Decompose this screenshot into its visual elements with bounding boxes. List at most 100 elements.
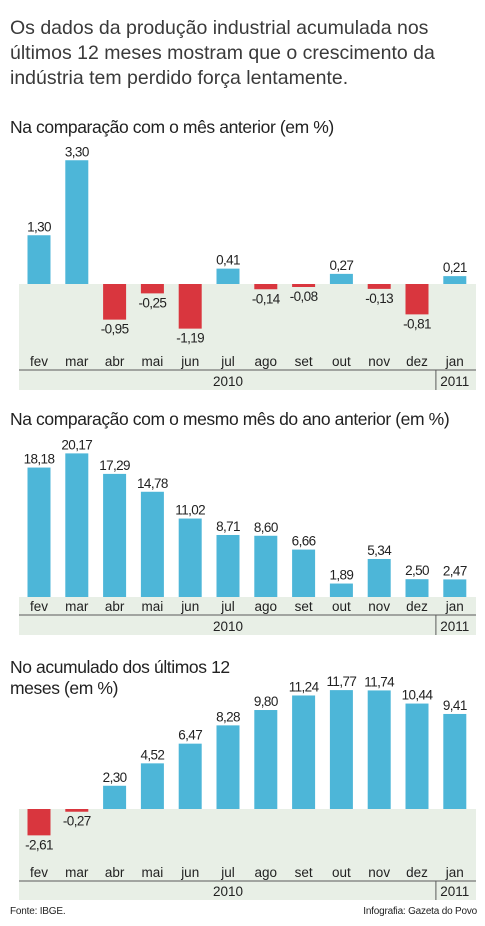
c1-bar-jun xyxy=(178,284,202,329)
c3-bar-set xyxy=(292,695,316,809)
c3-category-label: fev xyxy=(30,865,48,880)
c1-value-label: 3,30 xyxy=(65,144,89,159)
c3-bar-nov xyxy=(367,690,391,809)
c2-bar-jun xyxy=(178,518,202,597)
c3-bar-jan xyxy=(443,713,467,809)
c3-bar-abr xyxy=(103,785,127,809)
credit-note: Infografia: Gazeta do Povo xyxy=(363,906,477,917)
c2-value-label: 17,29 xyxy=(99,458,130,473)
c3-value-label: 9,41 xyxy=(443,698,467,713)
c3-category-label: mai xyxy=(142,865,164,880)
c3-value-label: 4,52 xyxy=(140,747,164,762)
c2-category-label: jul xyxy=(220,599,235,614)
c1-year-label: 2011 xyxy=(440,374,469,389)
c1-category-label: set xyxy=(295,354,313,369)
c1-bar-out xyxy=(329,273,353,284)
c1-value-label: -1,19 xyxy=(176,331,204,346)
c1-value-label: 0,41 xyxy=(216,253,240,268)
c3-value-label: 6,47 xyxy=(178,728,202,743)
c3-category-label: jun xyxy=(180,865,199,880)
source-note: Fonte: IBGE. xyxy=(10,906,66,917)
c3-value-label: 11,74 xyxy=(364,674,395,689)
c2-category-label: nov xyxy=(368,599,390,614)
c2-category-label: dez xyxy=(406,599,428,614)
c3-bar-fev xyxy=(27,809,51,836)
c1-value-label: -0,13 xyxy=(365,291,393,306)
c2-value-label: 8,71 xyxy=(216,519,240,534)
c1-band xyxy=(19,284,476,390)
c1-bar-jan xyxy=(443,276,467,284)
c3-value-label: 11,77 xyxy=(327,674,357,689)
c2-value-label: 14,78 xyxy=(137,476,168,491)
c2-year-label: 2011 xyxy=(440,619,469,634)
c2-bar-abr xyxy=(103,473,127,597)
c3-value-label: 8,28 xyxy=(216,709,240,724)
c2-category-label: fev xyxy=(30,599,48,614)
c3-bar-mai xyxy=(140,763,164,809)
c1-category-label: mai xyxy=(142,354,164,369)
c2-value-label: 6,66 xyxy=(292,534,316,549)
c2-bar-ago xyxy=(254,535,278,597)
c1-bar-mar xyxy=(65,160,89,284)
c2-bar-dez xyxy=(405,579,429,597)
c2-category-label: jun xyxy=(180,599,199,614)
c2-bar-nov xyxy=(367,558,391,597)
c2-value-label: 18,18 xyxy=(24,452,55,467)
c3-value-label: -0,27 xyxy=(63,814,91,829)
c2-bar-mar xyxy=(65,453,89,597)
c1-category-label: jul xyxy=(220,354,235,369)
chart1-title: Na comparação com o mês anterior (em %) xyxy=(10,117,334,137)
c1-bar-mai xyxy=(140,284,164,294)
c2-bar-jul xyxy=(216,534,240,597)
c1-value-label: 0,21 xyxy=(443,260,467,275)
c1-category-label: abr xyxy=(105,354,125,369)
c3-value-label: 11,24 xyxy=(289,679,320,694)
c2-bar-set xyxy=(292,549,316,597)
c3-bar-out xyxy=(329,690,353,809)
c3-value-label: 2,30 xyxy=(103,770,127,785)
c3-band xyxy=(19,809,476,900)
c3-bar-dez xyxy=(405,703,429,809)
c2-value-label: 8,60 xyxy=(254,520,278,535)
c3-bar-mar xyxy=(65,809,89,812)
c1-value-label: 0,27 xyxy=(329,258,353,273)
chart2-title: Na comparação com o mesmo mês do ano ant… xyxy=(10,409,450,429)
c2-bar-jan xyxy=(443,579,467,597)
intro-text: Os dados da produção industrial acumulad… xyxy=(10,17,435,89)
c1-bar-nov xyxy=(367,284,391,289)
c2-category-label: set xyxy=(295,599,313,614)
c2-category-label: mai xyxy=(142,599,164,614)
c2-year-label: 2010 xyxy=(213,619,243,634)
c1-category-label: mar xyxy=(65,354,89,369)
c3-category-label: dez xyxy=(406,865,428,880)
c2-band xyxy=(19,597,476,635)
c1-value-label: -0,95 xyxy=(101,322,129,337)
c2-category-label: ago xyxy=(255,599,278,614)
c3-value-label: 9,80 xyxy=(254,694,278,709)
c1-value-label: -0,81 xyxy=(403,316,431,331)
c1-category-label: jun xyxy=(180,354,199,369)
c3-category-label: jan xyxy=(445,865,464,880)
c1-value-label: -0,08 xyxy=(290,289,318,304)
c1-category-label: jan xyxy=(445,354,464,369)
c2-value-label: 5,34 xyxy=(367,543,392,558)
c2-value-label: 1,89 xyxy=(329,568,353,583)
c2-category-label: abr xyxy=(105,599,125,614)
c2-category-label: jan xyxy=(445,599,464,614)
c2-category-label: out xyxy=(332,599,351,614)
c2-value-label: 20,17 xyxy=(61,437,92,452)
c2-bar-mai xyxy=(140,491,164,597)
chart3-title: No acumulado dos últimos 12 meses (em %) xyxy=(10,657,230,698)
c3-bar-ago xyxy=(254,710,278,809)
c1-value-label: -0,25 xyxy=(139,295,167,310)
c3-bar-jun xyxy=(178,743,202,809)
c1-bar-fev xyxy=(27,235,51,284)
c1-year-label: 2010 xyxy=(213,374,243,389)
c3-category-label: out xyxy=(332,865,351,880)
c1-value-label: 1,30 xyxy=(27,219,51,234)
c2-bar-out xyxy=(329,583,353,597)
c3-value-label: 10,44 xyxy=(402,688,434,703)
